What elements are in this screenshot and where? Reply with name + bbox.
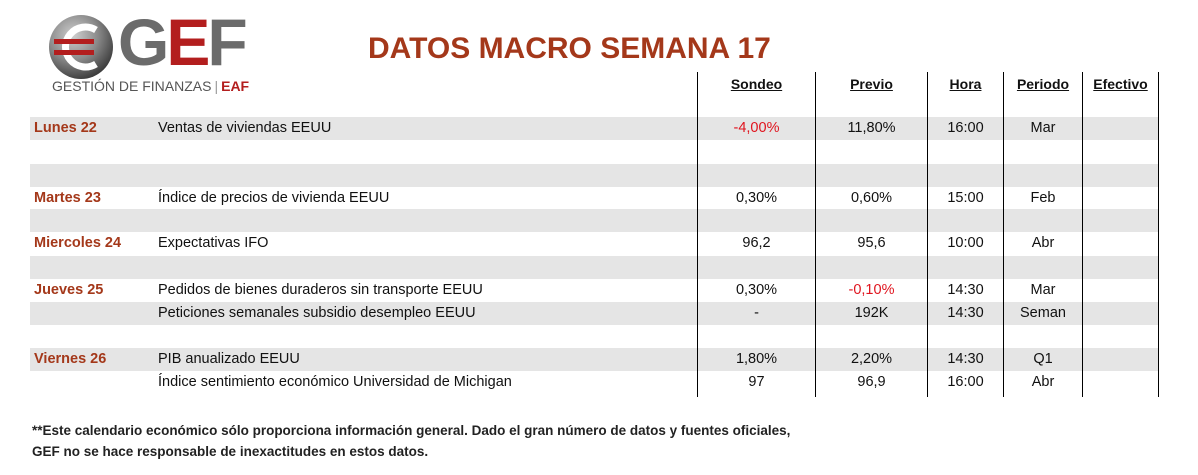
disclaimer-line-1: **Este calendario económico sólo proporc… [32,423,791,438]
logo-wordmark: GEF [118,5,248,79]
logo-subtitle-text: GESTIÓN DE FINANZAS [52,78,212,94]
previo-value: 96,9 [857,374,886,390]
periodo-value: Abr [1031,374,1055,390]
periodo-value: Mar [1030,120,1056,136]
page-title: DATOS MACRO SEMANA 17 [368,32,771,65]
sondeo-value: 97 [748,374,765,390]
row-band [30,117,1158,140]
previo-value: 11,80% [847,120,896,136]
previo-value: 192K [854,305,889,321]
logo-wordmark-g: G [118,5,169,79]
disclaimer-line-2: GEF no se hace responsable de inexactitu… [32,444,429,459]
day-label: Viernes 26 [34,351,107,367]
sondeo-value: 96,2 [742,235,771,251]
euro-sphere-icon [49,15,113,79]
row-band [30,164,1158,187]
row-band [30,348,1158,371]
column-divider [697,72,698,397]
periodo-value: Abr [1031,235,1055,251]
previo-value: -0,10% [848,282,895,298]
indicator-name: Índice sentimiento económico Universidad… [158,374,512,390]
periodo-value: Seman [1020,305,1066,321]
sondeo-value: 0,30% [735,190,778,206]
hora-value: 15:00 [947,190,984,206]
hora-value: 10:00 [947,235,984,251]
day-label: Lunes 22 [34,120,97,136]
periodo-value: Q1 [1033,351,1053,367]
logo-subtitle: GESTIÓN DE FINANZAS | EAF [52,78,249,94]
logo-eaf: EAF [221,78,250,94]
row-band [30,256,1158,279]
day-label: Miercoles 24 [34,235,122,251]
logo-wordmark-f: F [207,5,247,79]
hora-value: 14:30 [947,305,984,321]
day-label: Jueves 25 [34,282,104,298]
periodo-value: Mar [1030,282,1056,298]
hora-value: 16:00 [947,120,984,136]
hora-value: 14:30 [947,282,984,298]
column-header-hora: Hora [949,76,982,92]
gef-logo: GEF GESTIÓN DE FINANZAS | EAF [44,6,254,97]
previo-value: 0,60% [850,190,893,206]
sondeo-value: -4,00% [733,120,780,136]
column-divider [1082,72,1083,397]
column-header-previo: Previo [850,76,893,92]
row-band [30,209,1158,232]
indicator-name: Pedidos de bienes duraderos sin transpor… [158,282,483,298]
column-divider [1003,72,1004,397]
column-divider [927,72,928,397]
indicator-name: Expectativas IFO [158,235,269,251]
hora-value: 14:30 [947,351,984,367]
indicator-name: PIB anualizado EEUU [158,351,300,367]
sondeo-value: - [754,305,759,321]
sondeo-value: 1,80% [735,351,778,367]
sondeo-value: 0,30% [735,282,778,298]
day-label: Martes 23 [34,190,101,206]
column-header-periodo: Periodo [1016,76,1070,92]
indicator-name: Índice de precios de vivienda EEUU [158,190,390,206]
column-header-efectivo: Efectivo [1093,76,1148,92]
logo-wordmark-e: E [166,5,210,79]
previo-value: 2,20% [850,351,893,367]
periodo-value: Feb [1030,190,1056,206]
hora-value: 16:00 [947,374,984,390]
disclaimer: **Este calendario económico sólo proporc… [32,420,790,462]
indicator-name: Ventas de viviendas EEUU [158,120,332,136]
column-header-sondeo: Sondeo [730,76,783,92]
column-divider [815,72,816,397]
logo-separator: | [214,78,219,94]
column-divider [1158,72,1159,397]
previo-value: 95,6 [857,235,886,251]
row-band [30,302,1158,325]
indicator-name: Peticiones semanales subsidio desempleo … [158,305,476,321]
